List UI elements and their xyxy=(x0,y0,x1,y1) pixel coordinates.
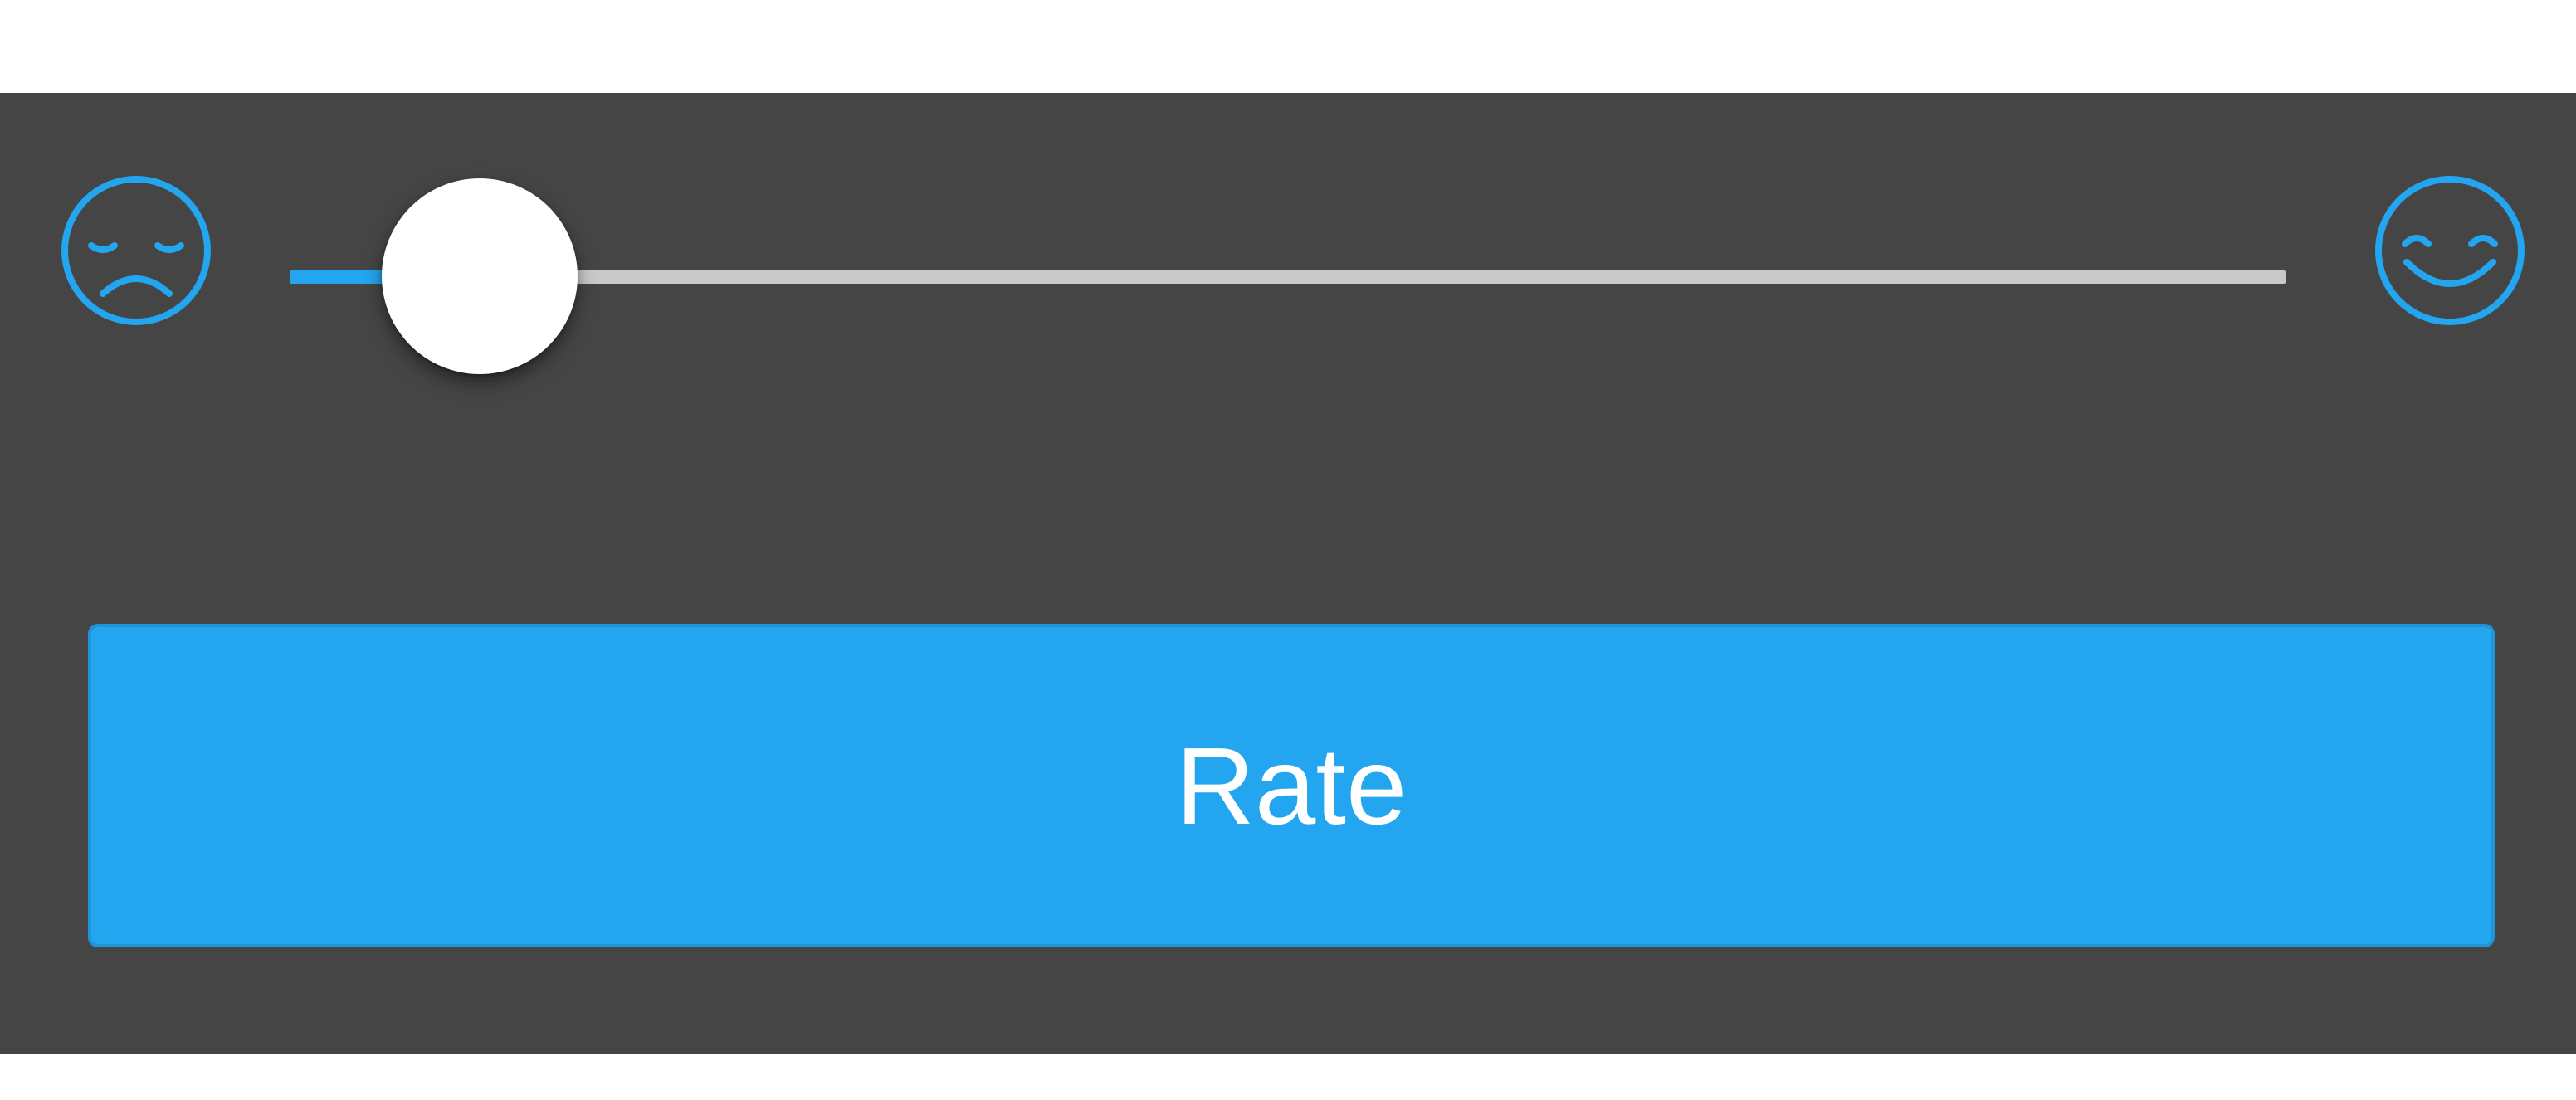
slider-thumb[interactable] xyxy=(382,178,578,374)
rating-panel: Rate xyxy=(0,93,2576,1054)
sad-face-icon xyxy=(60,174,212,327)
rating-slider[interactable] xyxy=(290,178,2286,400)
slider-track[interactable] xyxy=(290,270,2286,284)
happy-face-icon xyxy=(2374,174,2526,327)
rate-button[interactable]: Rate xyxy=(88,624,2495,947)
